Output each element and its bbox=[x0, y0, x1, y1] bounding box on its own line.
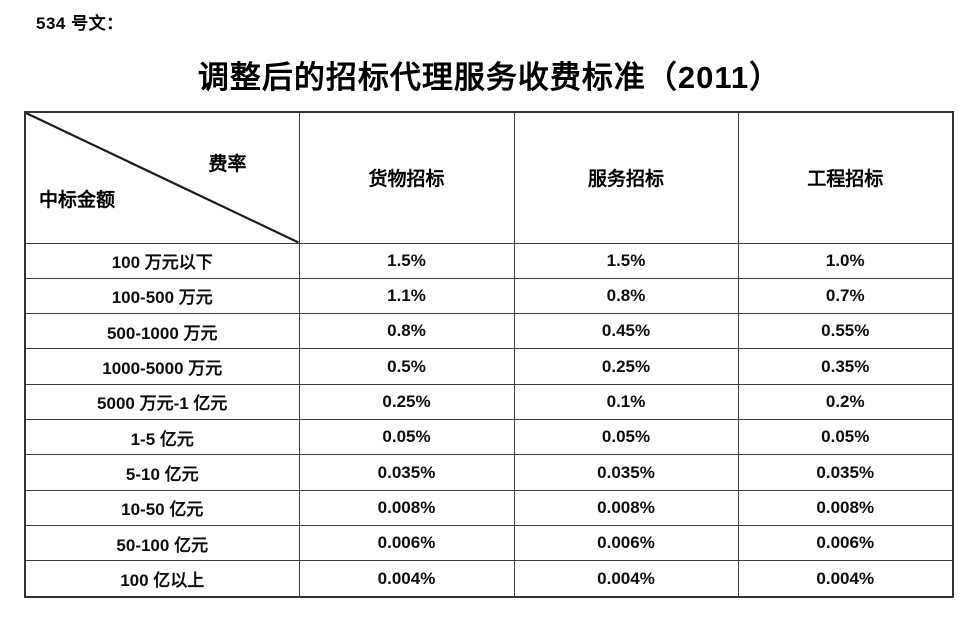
services-rate-cell: 0.45% bbox=[513, 313, 739, 350]
goods-rate-cell: 0.05% bbox=[298, 419, 515, 456]
table-row: 10-50 亿元 0.008% 0.008% 0.008% bbox=[24, 489, 954, 527]
services-rate-cell: 1.5% bbox=[513, 242, 739, 279]
goods-rate-cell: 0.25% bbox=[298, 383, 515, 421]
fee-rate-table: 费率 中标金额 货物招标 服务招标 工程招标 100 万元以下 1.5% 1.5… bbox=[24, 111, 954, 598]
engineering-rate-cell: 0.55% bbox=[737, 313, 954, 350]
services-rate-cell: 0.035% bbox=[513, 454, 739, 491]
amount-cell: 5-10 亿元 bbox=[24, 454, 300, 491]
goods-rate-cell: 0.006% bbox=[298, 525, 515, 562]
table-row: 1000-5000 万元 0.5% 0.25% 0.35% bbox=[24, 348, 954, 385]
engineering-rate-cell: 0.7% bbox=[737, 277, 954, 315]
engineering-rate-cell: 0.004% bbox=[737, 560, 954, 598]
amount-cell: 5000 万元-1 亿元 bbox=[24, 383, 300, 421]
goods-rate-cell: 0.004% bbox=[298, 560, 515, 598]
goods-rate-cell: 0.008% bbox=[298, 489, 515, 527]
diagonal-divider-line bbox=[26, 113, 299, 243]
table-row: 50-100 亿元 0.006% 0.006% 0.006% bbox=[24, 525, 954, 562]
services-rate-cell: 0.004% bbox=[513, 560, 739, 598]
services-rate-cell: 0.1% bbox=[513, 383, 739, 421]
amount-cell: 1000-5000 万元 bbox=[24, 348, 300, 385]
engineering-rate-cell: 0.35% bbox=[737, 348, 954, 385]
doc-number-label: 534 号文： bbox=[36, 14, 124, 33]
amount-cell: 50-100 亿元 bbox=[24, 525, 300, 562]
table-header-row: 费率 中标金额 货物招标 服务招标 工程招标 bbox=[24, 111, 954, 244]
table-row: 100 亿以上 0.004% 0.004% 0.004% bbox=[24, 560, 954, 598]
amount-cell: 1-5 亿元 bbox=[24, 419, 300, 456]
services-rate-cell: 0.008% bbox=[513, 489, 739, 527]
services-rate-cell: 0.006% bbox=[513, 525, 739, 562]
table-row: 5-10 亿元 0.035% 0.035% 0.035% bbox=[24, 454, 954, 491]
engineering-rate-cell: 0.2% bbox=[737, 383, 954, 421]
goods-rate-cell: 1.1% bbox=[298, 277, 515, 315]
services-rate-cell: 0.05% bbox=[513, 419, 739, 456]
amount-cell: 100-500 万元 bbox=[24, 277, 300, 315]
table-row: 1-5 亿元 0.05% 0.05% 0.05% bbox=[24, 419, 954, 456]
engineering-rate-cell: 1.0% bbox=[737, 242, 954, 279]
table-row: 100-500 万元 1.1% 0.8% 0.7% bbox=[24, 277, 954, 315]
services-rate-cell: 0.8% bbox=[513, 277, 739, 315]
amount-cell: 500-1000 万元 bbox=[24, 313, 300, 350]
diagonal-corner-cell: 费率 中标金额 bbox=[24, 111, 300, 244]
services-rate-cell: 0.25% bbox=[513, 348, 739, 385]
column-header-services: 服务招标 bbox=[513, 111, 739, 244]
amount-cell: 10-50 亿元 bbox=[24, 489, 300, 527]
table-row: 500-1000 万元 0.8% 0.45% 0.55% bbox=[24, 313, 954, 350]
engineering-rate-cell: 0.035% bbox=[737, 454, 954, 491]
column-header-engineering: 工程招标 bbox=[737, 111, 954, 244]
column-header-goods: 货物招标 bbox=[298, 111, 515, 244]
corner-label-rate: 费率 bbox=[208, 154, 247, 175]
amount-cell: 100 亿以上 bbox=[24, 560, 300, 598]
table-row: 100 万元以下 1.5% 1.5% 1.0% bbox=[24, 242, 954, 279]
goods-rate-cell: 1.5% bbox=[298, 242, 515, 279]
amount-cell: 100 万元以下 bbox=[24, 242, 300, 279]
page-title: 调整后的招标代理服务收费标准（2011） bbox=[197, 60, 782, 95]
goods-rate-cell: 0.5% bbox=[298, 348, 515, 385]
goods-rate-cell: 0.035% bbox=[298, 454, 515, 491]
engineering-rate-cell: 0.006% bbox=[737, 525, 954, 562]
engineering-rate-cell: 0.05% bbox=[737, 419, 954, 456]
goods-rate-cell: 0.8% bbox=[298, 313, 515, 350]
engineering-rate-cell: 0.008% bbox=[737, 489, 954, 527]
corner-label-amount: 中标金额 bbox=[39, 190, 116, 211]
table-row: 5000 万元-1 亿元 0.25% 0.1% 0.2% bbox=[24, 383, 954, 421]
